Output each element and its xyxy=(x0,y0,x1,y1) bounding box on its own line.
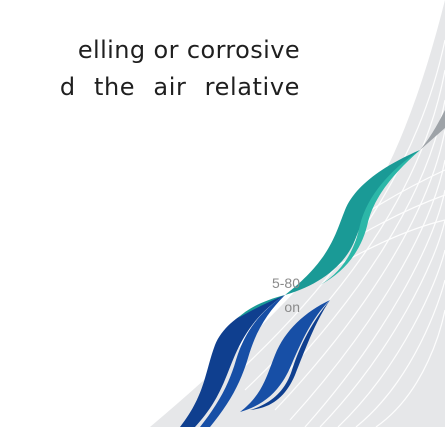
teal-wing-shape xyxy=(285,150,420,295)
blue-blade-left-highlight xyxy=(200,295,285,427)
blue-blade-right-shade xyxy=(250,300,330,410)
side-note-line-2: on xyxy=(284,299,300,315)
grey-stripe-shape xyxy=(420,110,445,150)
grey-swoosh-shape xyxy=(150,0,445,427)
body-text-line-1: elling or corrosive xyxy=(77,36,300,64)
blue-blade-right xyxy=(240,300,330,412)
body-text-fragment: elling or corrosive d the air relative xyxy=(0,32,300,106)
blue-blade-left xyxy=(180,295,285,427)
body-text-line-2: d the air relative xyxy=(59,73,300,101)
side-note-fragment: 5-80 on xyxy=(0,271,300,319)
side-note-line-1: 5-80 xyxy=(271,275,300,291)
